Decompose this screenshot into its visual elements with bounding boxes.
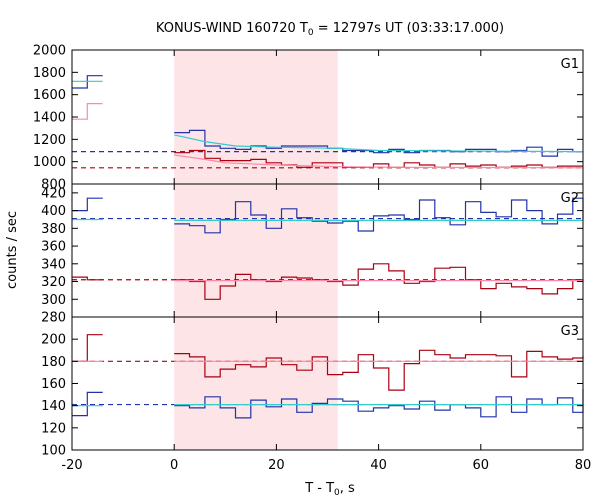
panel-G1-ytick-label: 1200 bbox=[33, 133, 66, 148]
panel-G1-label: G1 bbox=[561, 57, 579, 72]
panel-G2-series-0 bbox=[72, 197, 103, 212]
chart-title: KONUS-WIND 160720 T0 = 12797s UT (03:33:… bbox=[156, 21, 504, 38]
panel-G1-series-3 bbox=[174, 129, 583, 157]
panel-G3-ytick-label: 120 bbox=[41, 421, 66, 436]
xtick-label: 60 bbox=[473, 458, 490, 473]
panel-G3-ytick-label: 180 bbox=[41, 355, 66, 370]
shaded-interval bbox=[174, 50, 338, 450]
panel-G1-ytick-label: 1000 bbox=[33, 155, 66, 170]
xtick-label: 20 bbox=[268, 458, 285, 473]
panel-G1-ytick-label: 1600 bbox=[33, 88, 66, 103]
panel-G3-ytick-label: 160 bbox=[41, 377, 66, 392]
xtick-label: 0 bbox=[170, 458, 178, 473]
panel-G2-ytick-label: 300 bbox=[41, 293, 66, 308]
panel-G1-series-6 bbox=[174, 154, 584, 169]
panel-G3-ytick-label: 100 bbox=[41, 444, 66, 459]
panel-G3-series-4 bbox=[174, 349, 584, 391]
panel-G1-ytick-label: 800 bbox=[41, 178, 66, 193]
panel-G3-label: G3 bbox=[561, 324, 579, 339]
panel-G1-ytick-label: 1800 bbox=[33, 66, 66, 81]
xtick-label: 80 bbox=[575, 458, 592, 473]
panel-G2-ytick-label: 380 bbox=[41, 222, 66, 237]
panel-G3-ytick-label: 140 bbox=[41, 399, 66, 414]
panel-G1-series-5 bbox=[174, 149, 583, 168]
panels-group: 800100012001400160018002000G128030032034… bbox=[33, 44, 591, 474]
panel-G2-ytick-label: 320 bbox=[41, 275, 66, 290]
panel-G1-series-2 bbox=[72, 102, 103, 120]
xtick-label: 40 bbox=[370, 458, 387, 473]
xtick-label: -20 bbox=[61, 458, 82, 473]
panel-G3-series-2 bbox=[72, 391, 103, 417]
panel-G2-ytick-label: 400 bbox=[41, 204, 66, 219]
panel-G2-ytick-label: 360 bbox=[41, 240, 66, 255]
panel-G3-ytick-label: 200 bbox=[41, 333, 66, 348]
x-axis-label: T - T0, s bbox=[304, 481, 355, 498]
panel-G2-ytick-label: 280 bbox=[41, 311, 66, 326]
y-axis-label: counts / sec bbox=[5, 211, 20, 289]
panel-G3-series-6 bbox=[174, 389, 584, 419]
panel-G2-ytick-label: 340 bbox=[41, 257, 66, 272]
panel-G2-series-2 bbox=[72, 276, 103, 281]
panel-G1-ytick-label: 2000 bbox=[33, 44, 66, 59]
panel-G1-series-4 bbox=[174, 134, 584, 153]
panel-G2-series-3 bbox=[174, 197, 584, 234]
panel-G2-ytick-label: 420 bbox=[41, 186, 66, 201]
panel-G1-ytick-label: 1400 bbox=[33, 111, 66, 126]
panel-G2-label: G2 bbox=[561, 191, 579, 206]
panel-G2-series-5 bbox=[174, 263, 584, 300]
